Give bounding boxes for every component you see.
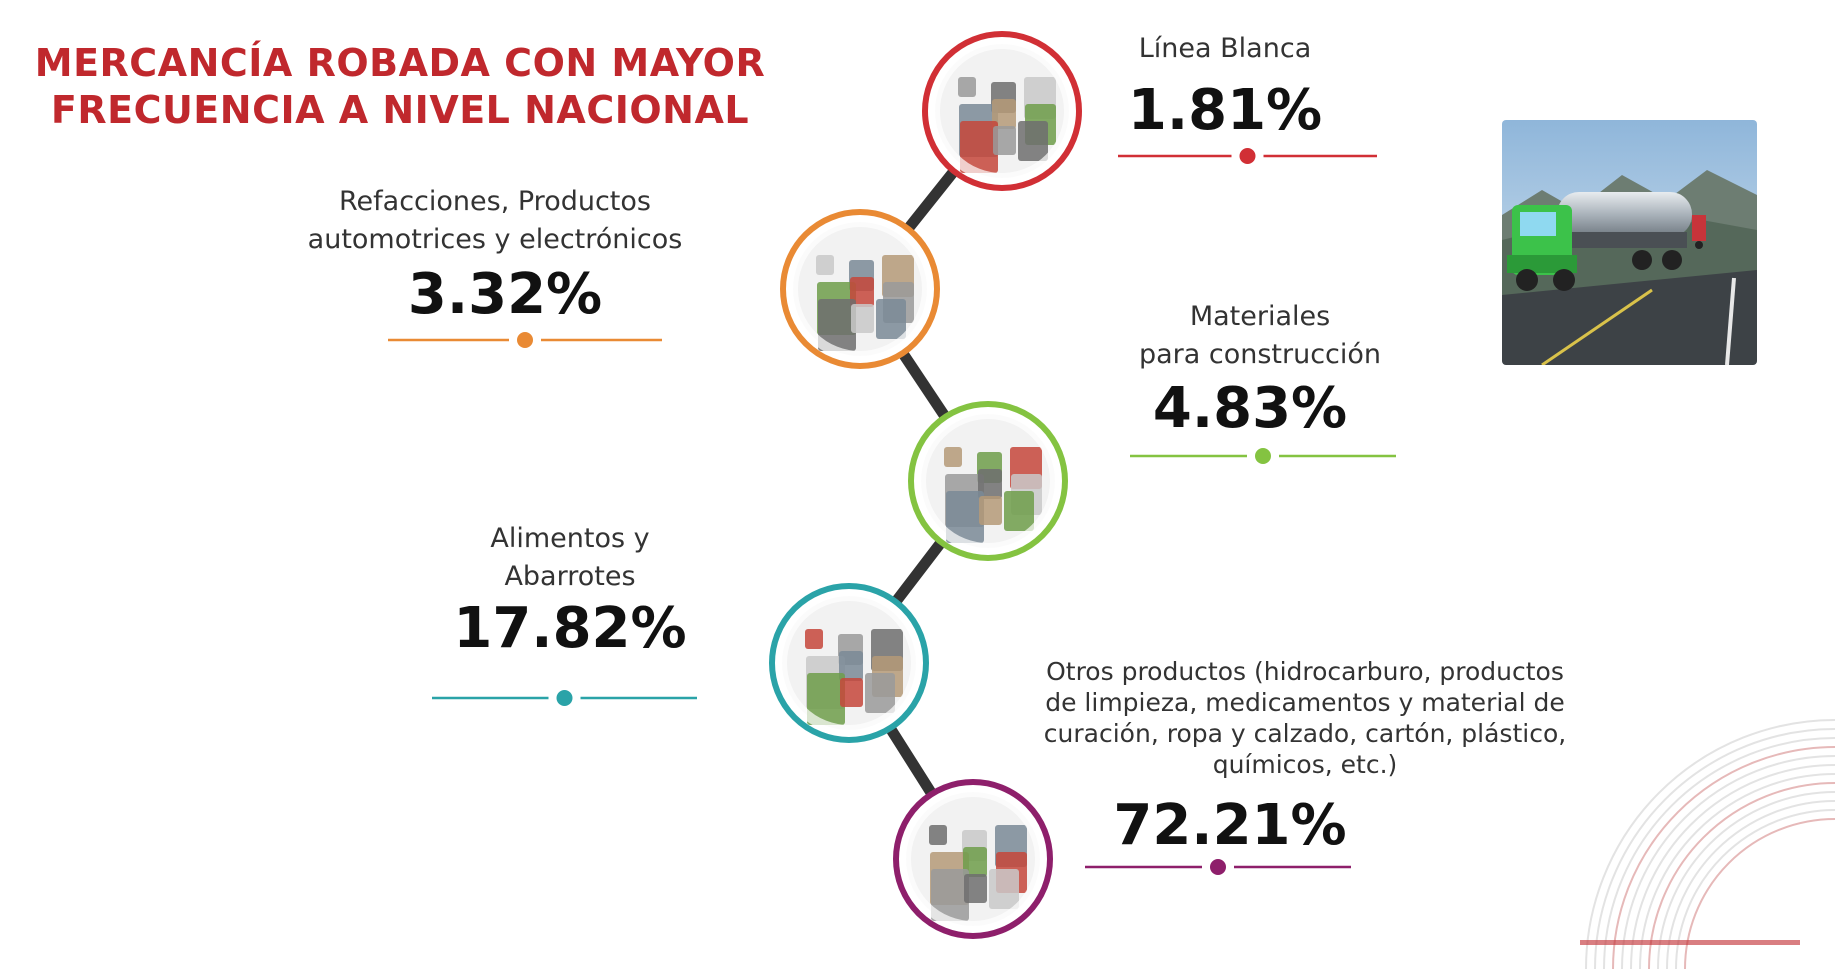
decorative-arc (1684, 818, 1835, 969)
auto-parts-icon (780, 209, 940, 369)
decorative-arc (1621, 755, 1835, 969)
value-divider (1130, 448, 1396, 464)
category-value-otros: 72.21% (1113, 793, 1347, 858)
title-line-2: FRECUENCIA A NIVEL NACIONAL (50, 88, 750, 132)
decorative-arc (1630, 764, 1835, 969)
category-value-linea-blanca: 1.81% (1127, 78, 1323, 143)
decorative-arc (1666, 800, 1835, 969)
groceries-icon (769, 583, 929, 743)
decorative-arc (1612, 746, 1835, 969)
decorative-arc (1639, 773, 1835, 969)
category-label-linea-blanca: Línea Blanca (1138, 33, 1312, 64)
decorative-arc (1648, 782, 1835, 969)
value-divider (1118, 148, 1377, 164)
value-divider (1085, 859, 1351, 875)
page-title: MERCANCÍA ROBADA CON MAYOR FRECUENCIA A … (30, 40, 770, 134)
category-label-materiales: Materiales para construcción (1138, 301, 1382, 370)
decorative-arc (1657, 791, 1835, 969)
decorative-arc (1603, 737, 1835, 969)
truck-photo-icon (1502, 120, 1757, 365)
value-divider (388, 332, 662, 348)
category-label-otros: Otros productos (hidrocarburo, productos… (1043, 657, 1567, 779)
decorative-bar (1580, 940, 1800, 945)
construction-materials-icon (908, 401, 1068, 561)
title-line-1: MERCANCÍA ROBADA CON MAYOR (34, 41, 766, 85)
corner-decoration (1580, 719, 1835, 969)
category-label-refacciones: Refacciones, Productos automotrices y el… (307, 186, 683, 255)
decorative-arc (1675, 809, 1835, 969)
category-nodes (769, 31, 1082, 939)
other-products-icon (893, 779, 1053, 939)
decorative-arc (1594, 728, 1835, 969)
decorative-arc (1585, 719, 1835, 969)
value-divider (432, 690, 697, 706)
category-value-materiales: 4.83% (1152, 376, 1348, 441)
category-label-alimentos: Alimentos y Abarrotes (490, 523, 650, 592)
value-dividers (388, 148, 1396, 875)
appliances-icon (922, 31, 1082, 191)
category-value-refacciones: 3.32% (407, 262, 603, 327)
category-value-alimentos: 17.82% (453, 596, 687, 661)
